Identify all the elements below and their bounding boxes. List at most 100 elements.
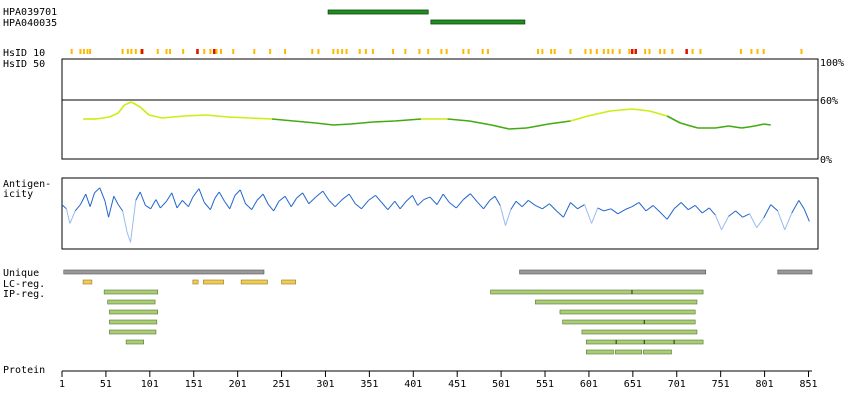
unique-bar [519,269,707,275]
antigenicity-segment [234,189,241,196]
antigenicity-segment [192,188,200,198]
hsid50-tick-100: 100% [820,58,844,69]
hsid10-mark [739,49,742,54]
antigenicity-segment [494,195,501,206]
hsid10-mark [209,49,212,54]
antigenicity-segment [666,208,675,220]
hsid10-red-mark [212,49,216,54]
hsid10-mark [332,49,335,54]
antigenicity-segment [784,212,793,230]
antigenicity-segment [652,205,661,213]
hsid50-segment [372,120,395,123]
hsid50-segment [148,114,163,119]
hsid50-segment [741,125,756,129]
hsid50-segment [763,123,771,126]
antigenicity-segment [563,202,571,218]
antigenicity-segment [521,200,529,208]
hsid50-segment [754,123,764,127]
antigenicity-segment [229,195,236,209]
hsid50-segment [333,123,351,126]
hsid50-segment [491,124,510,130]
ip-reg-bar [109,319,158,325]
hsid50-segment [139,106,150,116]
antigenicity-segment [489,195,496,201]
antigenicity-segment [171,192,178,209]
antigenicity-segment [735,210,743,218]
hsid50-segment [130,101,141,108]
hsid50-label: HsID 50 [3,59,45,70]
hsid50-segment [271,118,294,122]
hsid10-mark [595,49,598,54]
antigenicity-segment [429,196,438,205]
hsid10-mark [70,49,73,54]
hsid50-segment [649,110,668,117]
antigenicity-segment [108,196,115,218]
antigenicity-segment [209,198,216,210]
hsid10-mark [611,49,614,54]
antigenicity-segment [570,202,578,210]
hsid10-mark [584,49,587,54]
hsid10-mark [358,49,361,54]
antigenicity-segment [94,187,101,194]
hsid10-mark [404,49,407,54]
hsid10-mark [418,49,421,54]
hsid10-mark [691,49,694,54]
hsid50-segment [249,117,272,120]
antigenicity-segment [198,188,205,203]
antigenicity-segment [251,200,258,210]
antigenicity-segment [542,203,550,210]
antigenicity-segment [256,193,264,201]
antigenicity-segment [302,192,310,205]
hsid50-segment [715,125,729,129]
hsid50-tick-0: 0% [820,155,832,166]
antigenicity-segment [113,195,119,205]
hsid10-mark [467,49,470,54]
antigenicity-segment [74,204,81,212]
ip-reg-bar [109,329,157,335]
hsid10-mark [486,49,489,54]
hsid10-mark [341,49,344,54]
hsid50-segment [526,123,549,129]
protein-axis-tick-label: 301 [316,379,334,390]
unique-bar [777,269,813,275]
hsid10-mark [371,49,374,54]
antigenicity-segment [104,201,110,218]
antigenicity-segment [203,202,211,210]
antigenicity-segment [721,216,730,231]
antigenicity-segment [308,196,317,205]
antibody-bar-2 [430,19,526,25]
hsid10-mark [800,49,803,54]
antigenicity-segment [756,217,765,228]
hsid10-mark [364,49,367,54]
hsid50-segment [124,101,132,106]
hsid10-mark [607,49,610,54]
hsid10-mark [536,49,539,54]
hsid10-mark [82,49,85,54]
antigenicity-segment [218,191,225,202]
antigenicity-segment [61,204,67,210]
hsid10-mark [659,49,662,54]
antigenicity-label-line2: icity [3,189,33,200]
antigenicity-segment [348,193,356,205]
hsid10-mark [392,49,395,54]
antigenicity-segment [284,195,292,207]
hsid10-mark [462,49,465,54]
hsid10-mark [750,49,753,54]
antigenicity-segment [245,203,253,211]
protein-axis-tick-label: 601 [580,379,598,390]
antigenicity-segment [417,199,425,206]
antigenicity-segment [176,200,183,209]
antigenicity-segment [290,198,297,207]
antigenicity-segment [728,210,736,217]
antigenicity-segment [483,200,491,210]
hsid10-red-mark [685,49,688,54]
protein-axis-tick-label: 101 [141,379,159,390]
lc-reg-bar [82,279,93,285]
antigenicity-segment [469,193,478,203]
antigenicity-segment [528,199,536,206]
antigenicity-segment [624,206,633,211]
antigenicity-segment [515,200,523,208]
hsid50-segment [587,110,611,117]
hsid10-mark [762,49,765,54]
antigenicity-segment [549,203,557,212]
